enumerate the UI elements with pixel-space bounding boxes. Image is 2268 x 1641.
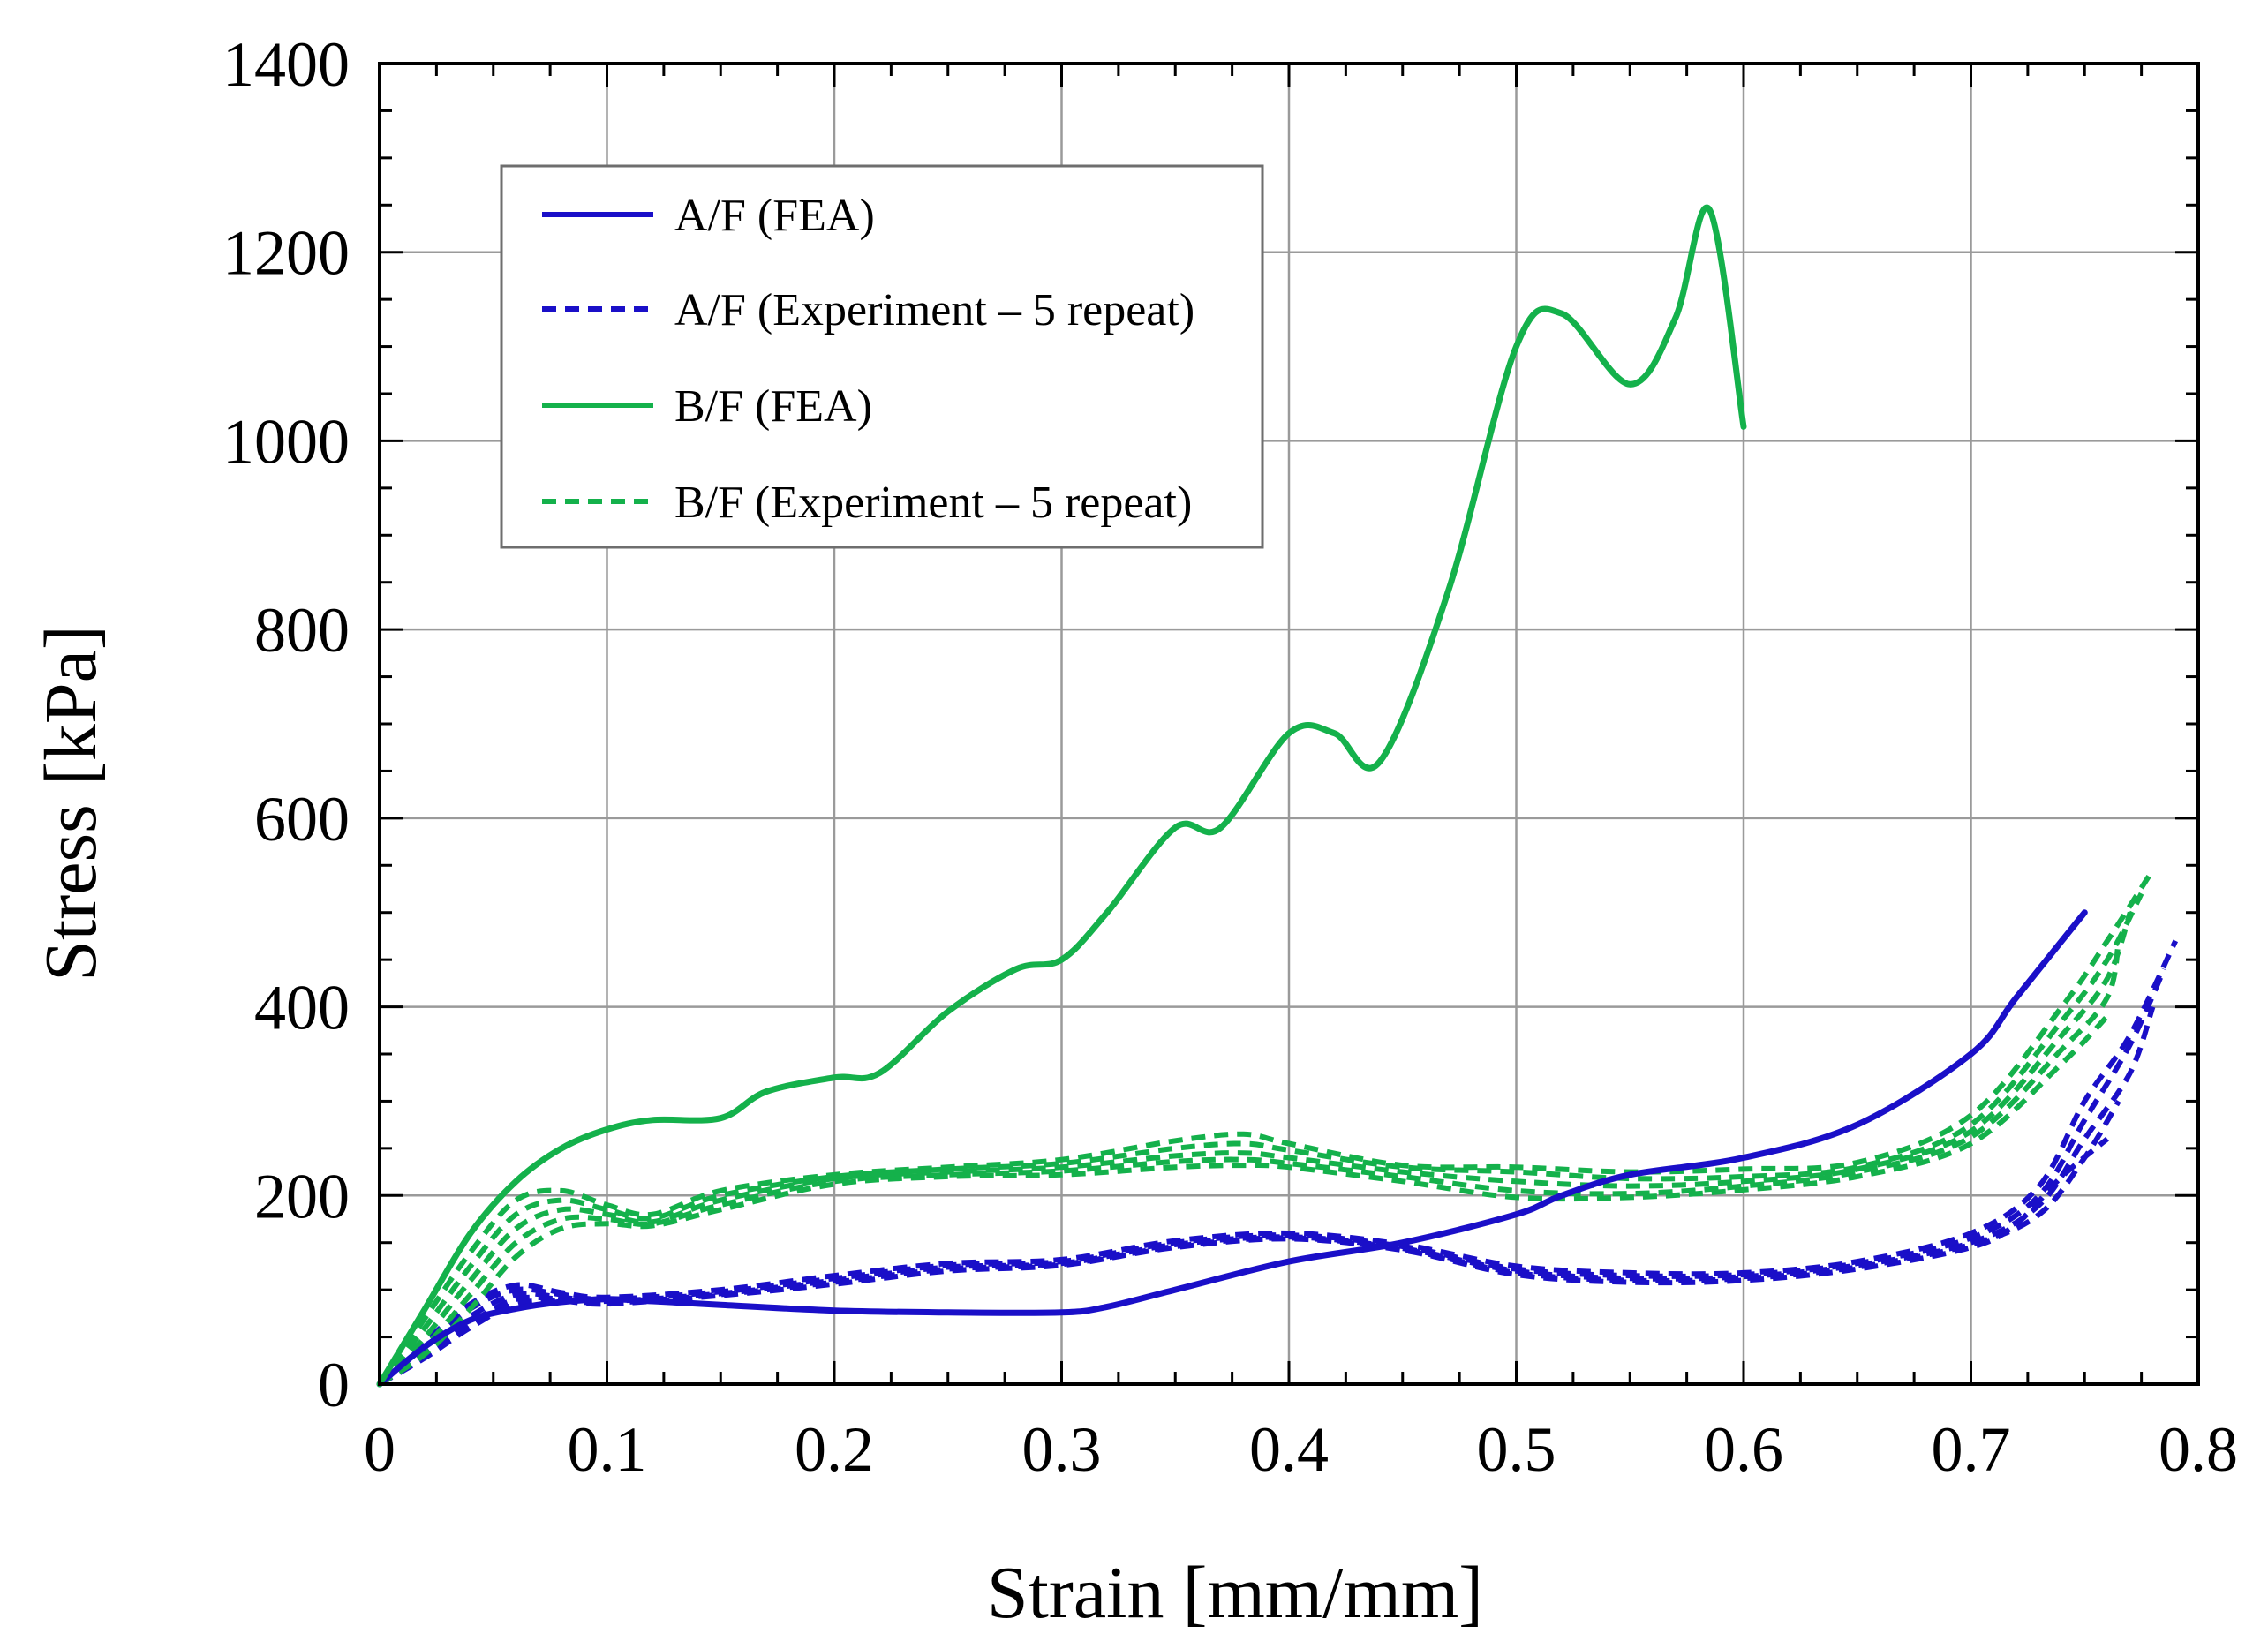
- series-line-b-f-experiment-5-repeat-2: [377, 892, 2144, 1386]
- series-line-b-f-fea: [376, 204, 1747, 1388]
- x-tick-label: 0.6: [1704, 1414, 1783, 1485]
- x-tick-label: 0.3: [1022, 1414, 1102, 1485]
- legend-label-bf-experiment: B/F (Experiment – 5 repeat): [674, 478, 1192, 528]
- y-tick-label: 600: [254, 784, 350, 854]
- x-tick-label: 0.8: [2159, 1414, 2238, 1485]
- x-tick-label: 0.5: [1477, 1414, 1556, 1485]
- x-tick-label: 0: [364, 1414, 396, 1485]
- y-tick-label: 1200: [222, 218, 350, 289]
- series-line-b-f-experiment-5-repeat-5: [378, 1014, 2110, 1387]
- y-tick-labels: 0 200 400 600 800 1000 1200 1400: [222, 29, 350, 1420]
- y-tick-label: 800: [254, 595, 350, 666]
- legend-label-bf-fea: B/F (FEA): [674, 381, 872, 432]
- x-tick-label: 0.4: [1249, 1414, 1329, 1485]
- x-tick-labels: 0 0.1 0.2 0.3 0.4 0.5 0.6 0.7 0.8: [364, 1414, 2238, 1485]
- legend: A/F (FEA) A/F (Experiment – 5 repeat) B/…: [500, 164, 1264, 549]
- x-tick-label: 0.1: [568, 1414, 647, 1485]
- y-tick-label: 1400: [222, 29, 350, 100]
- x-axis-label: Strain [mm/mm]: [987, 1552, 1483, 1634]
- series-line-b-f-experiment-5-repeat-3: [377, 911, 2133, 1387]
- series-line-a-f-experiment-5-repeat-2: [378, 967, 2167, 1387]
- y-tick-label: 1000: [222, 406, 350, 477]
- plot-frame: [378, 62, 2200, 1386]
- y-tick-label: 400: [254, 973, 350, 1043]
- series-layer: [376, 204, 2179, 1388]
- legend-box: [500, 164, 1264, 549]
- legend-label-af-experiment: A/F (Experiment – 5 repeat): [674, 285, 1194, 335]
- y-tick-label: 200: [254, 1161, 350, 1231]
- x-tick-label: 0.7: [1932, 1414, 2011, 1485]
- series-line-a-f-fea: [376, 909, 2088, 1388]
- x-tick-label: 0.2: [795, 1414, 874, 1485]
- y-axis-label: Stress [kPa]: [30, 625, 112, 982]
- series-line-b-f-experiment-5-repeat-4: [378, 940, 2121, 1387]
- series-line-b-f-experiment-5-repeat-1: [377, 868, 2156, 1386]
- y-tick-label: 0: [318, 1350, 350, 1420]
- legend-label-af-fea: A/F (FEA): [674, 191, 875, 241]
